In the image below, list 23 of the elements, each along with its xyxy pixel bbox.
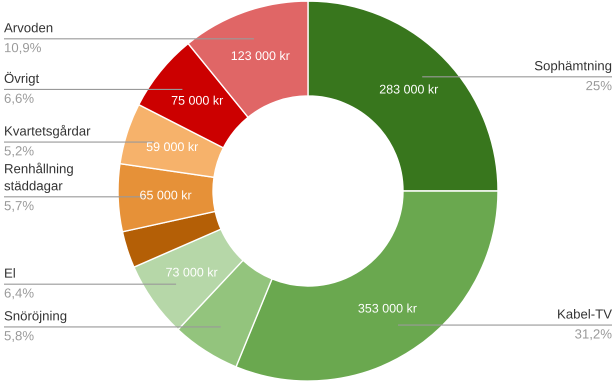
data-label: 353 000 kr (358, 303, 417, 313)
text: 25% (586, 80, 612, 90)
text: 6,4% (4, 288, 34, 300)
slice-label: Arvoden (4, 22, 52, 32)
text: 5,7% (4, 201, 34, 212)
data-label: 123 000 kr (232, 50, 290, 60)
data-label: 73 000 kr (166, 267, 218, 277)
slice-label: Sophämtning (534, 60, 612, 73)
data-label: 283 000 kr (380, 84, 438, 94)
text: 5,2% (4, 146, 34, 158)
data-label: 65 000 kr (140, 190, 192, 200)
text: 31,2% (575, 329, 612, 340)
text: 10,9% (5, 42, 41, 54)
slice-label: Snöröjning (4, 310, 66, 324)
slice-label: Kabel-TV (558, 308, 612, 319)
slice-label: El (5, 268, 15, 278)
slice-label: Övrigt (4, 72, 40, 86)
data-label: 59 000 kr (146, 142, 198, 152)
text: 5,8% (4, 331, 34, 342)
slice-label: Kvartetsgårdar (5, 124, 90, 138)
text: 6,6% (4, 94, 34, 105)
slice-label: Renhållning städdagar (4, 162, 73, 194)
data-label: 75 000 kr (172, 96, 224, 105)
